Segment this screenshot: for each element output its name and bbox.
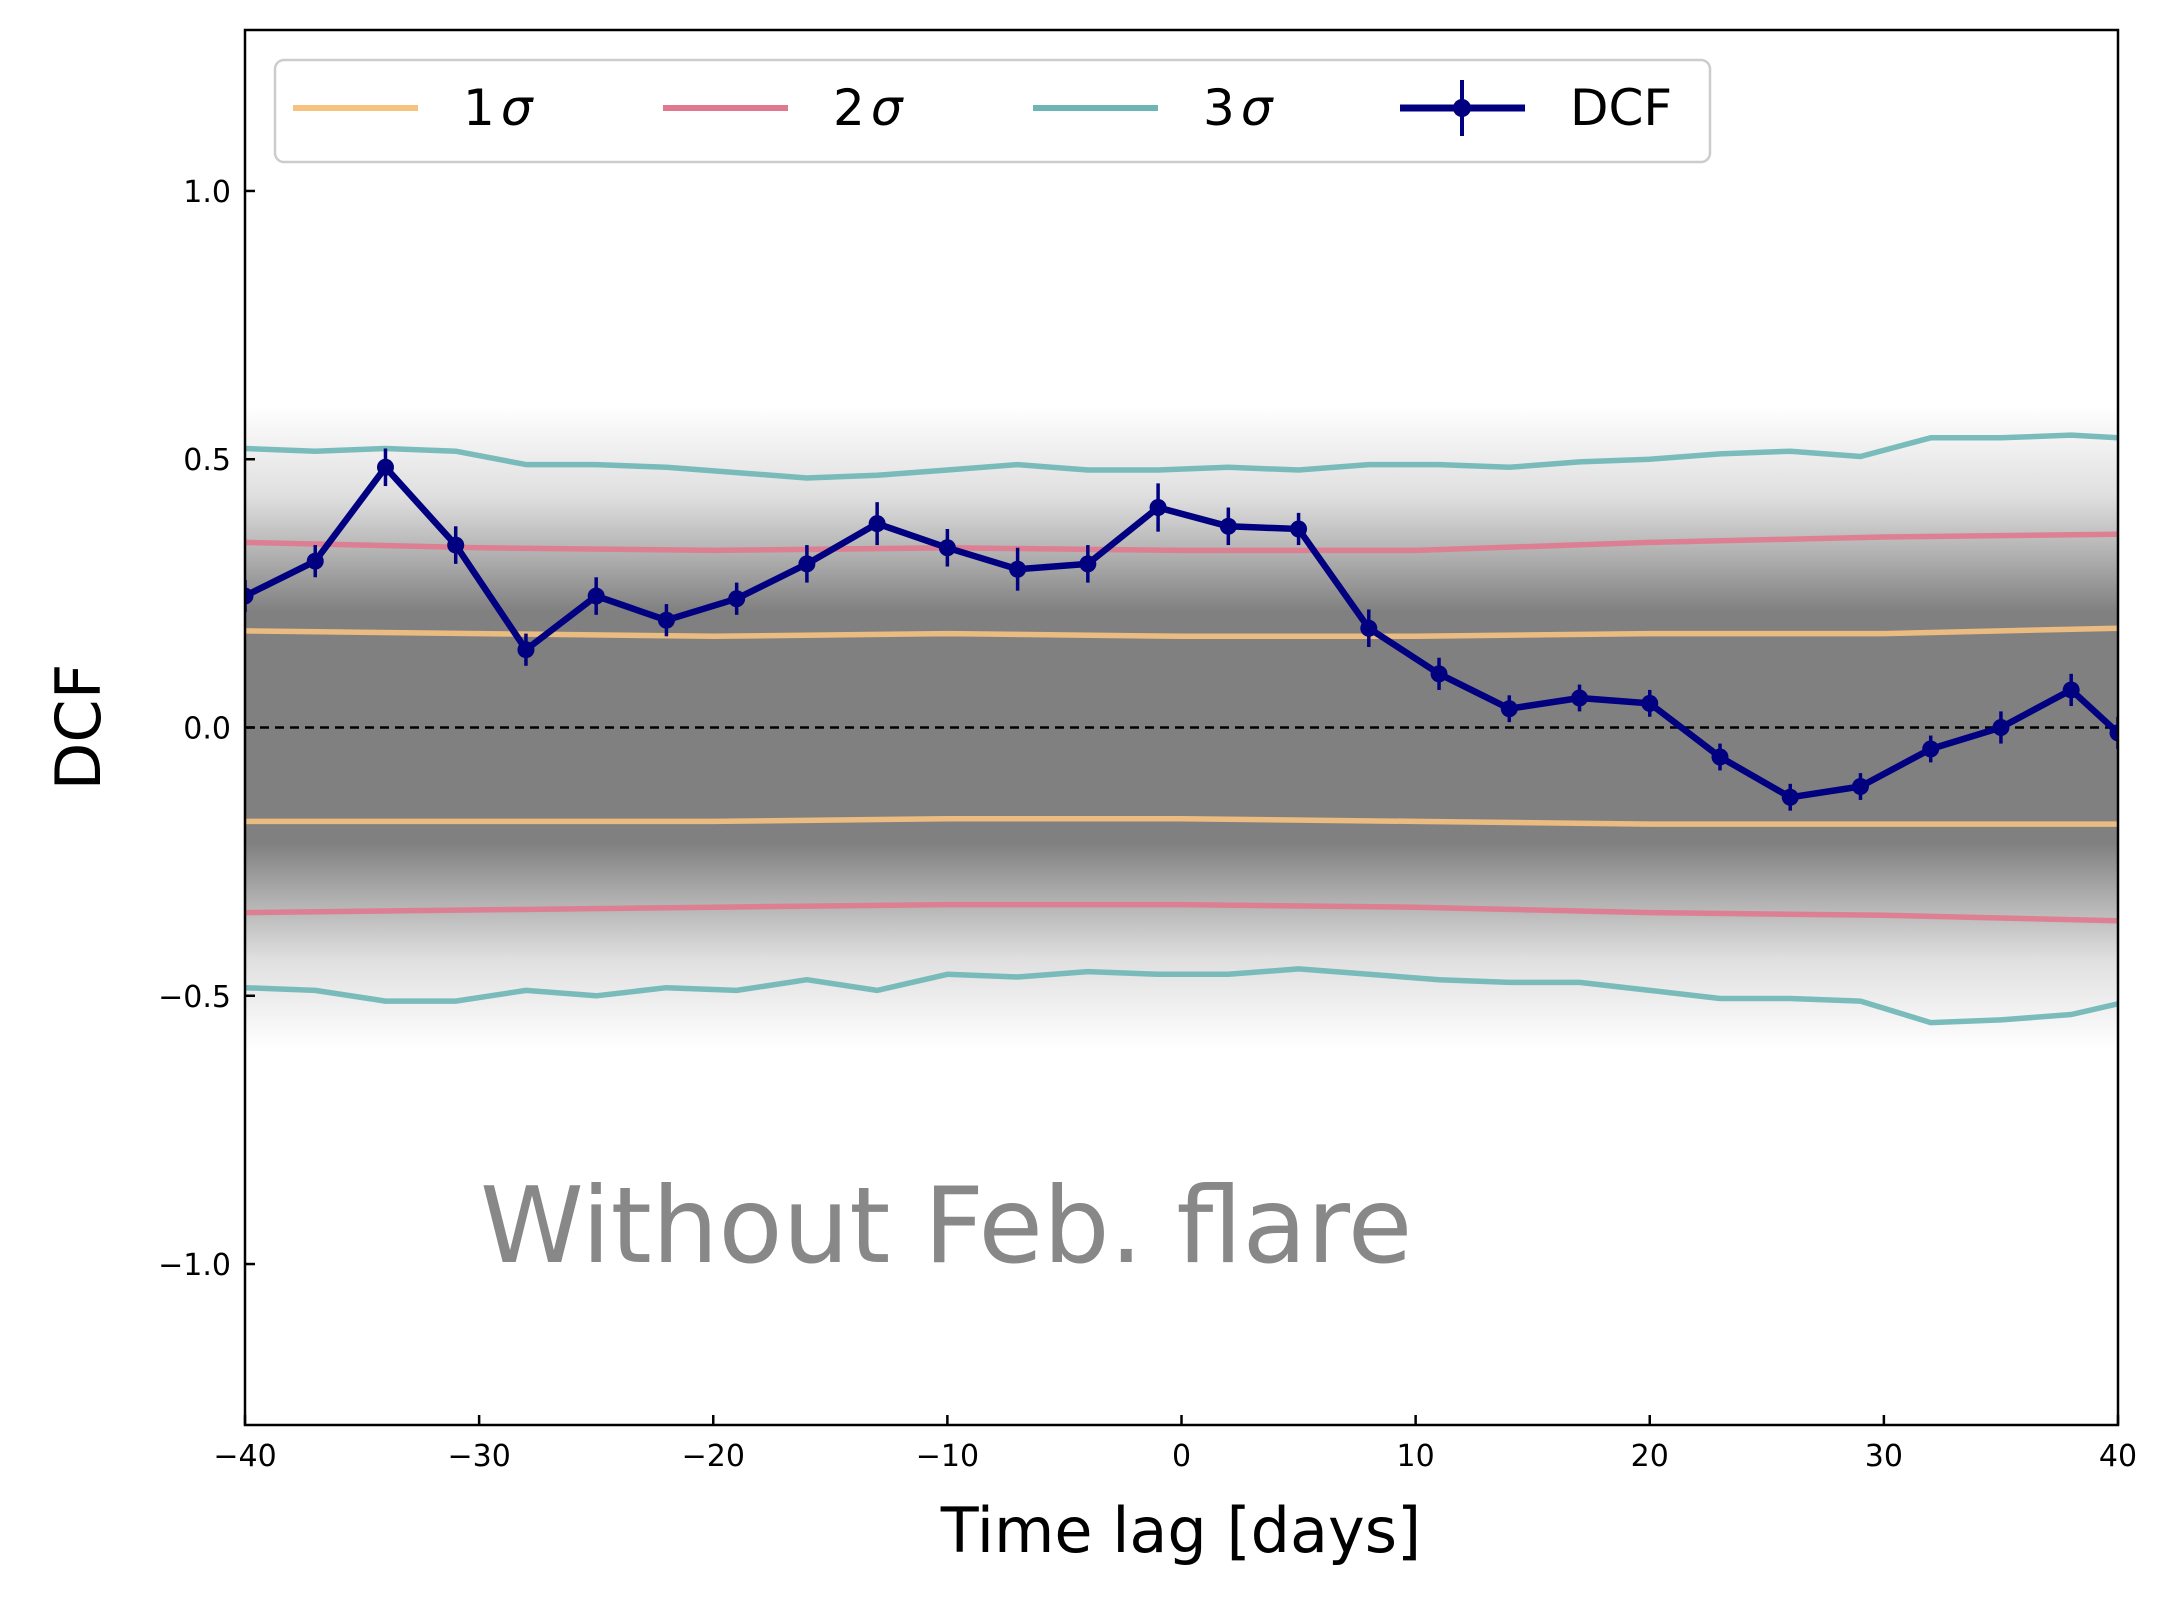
legend-item: DCF xyxy=(1400,79,1672,137)
sigma-2-upper-line xyxy=(245,531,2118,554)
dcf-point xyxy=(2062,681,2080,699)
dcf-point xyxy=(1922,740,1940,758)
legend-label: DCF xyxy=(1570,79,1672,137)
dcf-point xyxy=(728,590,746,608)
dcf-point xyxy=(517,641,535,659)
x-tick-label: 20 xyxy=(1631,1439,1669,1474)
dcf-point xyxy=(1430,665,1448,683)
dcf-point xyxy=(1360,619,1378,637)
dcf-point xyxy=(938,539,956,557)
sigma-lines xyxy=(245,432,2118,1026)
dcf-point xyxy=(1571,689,1589,707)
sigma-1-lower-line xyxy=(245,815,2118,827)
x-tick-label: 10 xyxy=(1397,1439,1435,1474)
dcf-point xyxy=(376,458,394,476)
x-axis-title: Time lag [days] xyxy=(940,1494,1421,1567)
dcf-point xyxy=(447,536,465,554)
dcf-point xyxy=(1500,700,1518,718)
x-tick-label: −10 xyxy=(916,1439,979,1474)
dcf-point xyxy=(1149,499,1167,517)
dcf-point xyxy=(1711,748,1729,766)
dcf-point xyxy=(1009,560,1027,578)
x-tick-label: −20 xyxy=(682,1439,745,1474)
dcf-point xyxy=(798,555,816,573)
dcf-point xyxy=(1851,778,1869,796)
dcf-point xyxy=(306,552,324,570)
dcf-point xyxy=(1290,520,1308,538)
y-tick-label: 0.0 xyxy=(183,712,231,747)
sigma-3-upper-line xyxy=(245,432,2118,481)
dcf-point xyxy=(868,515,886,533)
dcf-point xyxy=(587,587,605,605)
y-tick-label: 0.5 xyxy=(183,443,231,478)
dcf-point xyxy=(1781,788,1799,806)
y-tick-label: −1.0 xyxy=(158,1248,231,1283)
legend: 1 σ 2 σ 3 σ DCF xyxy=(273,58,1712,164)
y-tick-label: 1.0 xyxy=(183,175,231,210)
x-tick-label: 0 xyxy=(1172,1439,1191,1474)
x-tick-label: −40 xyxy=(213,1439,276,1474)
plot-area xyxy=(245,405,2118,1050)
x-tick-label: 40 xyxy=(2099,1439,2137,1474)
dcf-line xyxy=(245,464,2118,801)
x-tick-label: −30 xyxy=(447,1439,510,1474)
legend-swatch-marker xyxy=(1453,99,1471,117)
legend-box xyxy=(273,58,1712,164)
dcf-point xyxy=(2109,724,2118,742)
sigma-3-lower-line xyxy=(245,966,2118,1026)
y-tick-label: −0.5 xyxy=(158,980,231,1015)
y-axis-ticks: −1.0 −0.5 0.0 0.5 1.0 xyxy=(158,175,255,1283)
dcf-point xyxy=(657,611,675,629)
sigma-2-lower-line xyxy=(245,901,2118,924)
dcf-point xyxy=(245,587,254,605)
dcf-point xyxy=(1079,555,1097,573)
chart-annotation: Without Feb. flare xyxy=(480,1165,1412,1287)
x-axis-ticks: −40 −30 −20 −10 0 10 20 30 40 xyxy=(213,1415,2137,1474)
sigma-1-upper-line xyxy=(245,625,2118,640)
y-axis-title: DCF xyxy=(42,664,115,791)
x-tick-label: 30 xyxy=(1865,1439,1903,1474)
dcf-point xyxy=(1219,517,1237,535)
dcf-series xyxy=(245,448,2118,811)
dcf-point xyxy=(1992,719,2010,736)
dcf-point xyxy=(1641,694,1659,712)
